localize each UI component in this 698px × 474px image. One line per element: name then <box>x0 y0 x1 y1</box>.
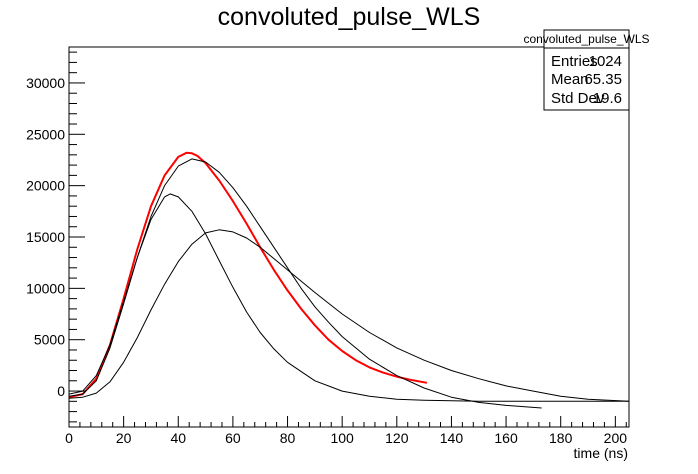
x-tick-label: 100 <box>330 430 354 446</box>
stats-stddev-label: Std Dev <box>551 90 605 107</box>
y-tick-label: 20000 <box>26 178 65 194</box>
stats-mean-value: 65.35 <box>584 71 622 88</box>
y-tick-label: 15000 <box>26 229 65 245</box>
stats-box-title: convoluted_pulse_WLS <box>523 32 649 46</box>
series-line-3 <box>68 193 629 402</box>
y-tick-label: 10000 <box>26 280 65 296</box>
stats-entries-label: Entries <box>551 53 598 70</box>
x-tick-label: 200 <box>604 430 628 446</box>
y-tick-label: 0 <box>57 383 65 399</box>
x-tick-label: 60 <box>225 430 241 446</box>
stats-entries-value: 1024 <box>589 53 622 70</box>
x-tick-label: 120 <box>385 430 409 446</box>
axis-layer: 0 20 40 60 80 100 120 140 160 180 200 0 5000 10000 150… <box>26 51 628 446</box>
stats-box: convoluted_pulse_WLS Entries 1024 Mean 6… <box>523 29 650 111</box>
x-tick-label: 0 <box>65 430 73 446</box>
stats-mean-label: Mean <box>551 71 589 88</box>
x-tick-label: 160 <box>494 430 518 446</box>
x-tick-label: 20 <box>116 430 132 446</box>
series-layer <box>68 151 630 409</box>
y-tick-label: 30000 <box>26 75 65 91</box>
x-axis-label: time (ns) <box>574 445 628 461</box>
chart-title: convoluted_pulse_WLS <box>218 3 481 31</box>
x-tick-label: 140 <box>440 430 464 446</box>
x-tick-label: 80 <box>280 430 296 446</box>
series-line-4 <box>68 229 630 402</box>
x-tick-label: 180 <box>549 430 573 446</box>
stats-stddev-value: 19.6 <box>593 90 622 107</box>
stats-box-frame <box>543 29 630 111</box>
x-tick-label: 40 <box>170 430 186 446</box>
y-tick-label: 5000 <box>34 332 65 348</box>
series-line-1 <box>68 151 428 399</box>
y-tick-label: 25000 <box>26 126 65 142</box>
